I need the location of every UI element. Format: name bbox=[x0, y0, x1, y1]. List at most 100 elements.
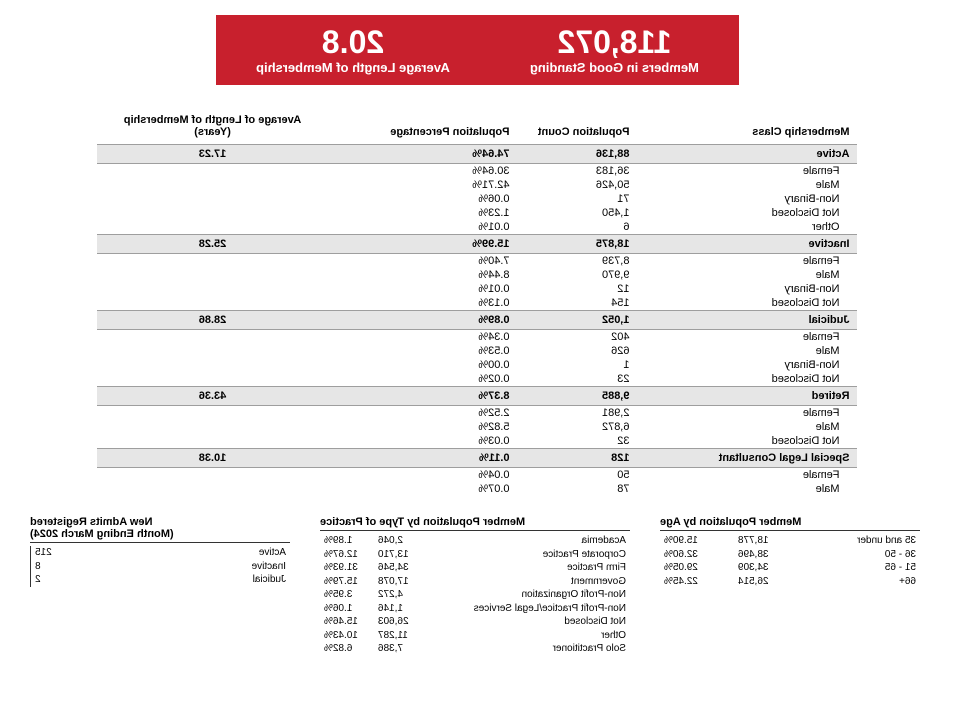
sub-avg bbox=[98, 420, 328, 434]
class-count: 1,052 bbox=[518, 311, 638, 330]
age-row: 35 and under18,77815.90% bbox=[660, 534, 920, 548]
sub-avg bbox=[98, 164, 328, 179]
age-count: 18,778 bbox=[734, 534, 802, 548]
hero-banner: 118,072 Members in Good Standing 20.8 Av… bbox=[15, 15, 940, 85]
sub-row: Not Disclosed230.02% bbox=[98, 372, 858, 387]
sub-row: Female8,7397.40% bbox=[98, 254, 858, 269]
sub-row: Female36,18330.64% bbox=[98, 164, 858, 179]
type-panel: Member Population by Type of Practice Ac… bbox=[320, 516, 630, 656]
sub-pct: 1.23% bbox=[328, 206, 518, 220]
admits-panel-title: New Admits Registered (Month Ending Marc… bbox=[30, 516, 290, 543]
sub-label: Male bbox=[638, 482, 858, 496]
sub-label: Female bbox=[638, 164, 858, 179]
type-count: 17,078 bbox=[374, 575, 424, 589]
type-row: Other11,28710.43% bbox=[320, 629, 630, 643]
age-label: 36 - 50 bbox=[802, 548, 920, 562]
sub-label: Female bbox=[638, 254, 858, 269]
sub-avg bbox=[98, 254, 328, 269]
sub-count: 36,183 bbox=[518, 164, 638, 179]
sub-row: Other60.01% bbox=[98, 220, 858, 235]
members-count: 118,072 bbox=[530, 25, 699, 60]
sub-row: Female2,9812.52% bbox=[98, 406, 858, 421]
type-label: Government bbox=[424, 575, 630, 589]
sub-pct: 0.03% bbox=[328, 434, 518, 449]
sub-avg bbox=[98, 206, 328, 220]
sub-pct: 0.00% bbox=[328, 358, 518, 372]
sub-pct: 0.01% bbox=[328, 282, 518, 296]
sub-label: Other bbox=[638, 220, 858, 235]
age-pct: 32.60% bbox=[660, 548, 734, 562]
sub-pct: 7.40% bbox=[328, 254, 518, 269]
sub-row: Male6260.53% bbox=[98, 344, 858, 358]
sub-pct: 0.04% bbox=[328, 468, 518, 483]
class-pct: 0.89% bbox=[328, 311, 518, 330]
sub-row: Non-Binary120.01% bbox=[98, 282, 858, 296]
sub-row: Male9,9708.44% bbox=[98, 268, 858, 282]
type-count: 4,272 bbox=[374, 588, 424, 602]
sub-count: 9,970 bbox=[518, 268, 638, 282]
type-panel-title: Member Population by Type of Practice bbox=[320, 516, 630, 531]
sub-label: Not Disclosed bbox=[638, 372, 858, 387]
admits-count: 8 bbox=[31, 560, 128, 574]
type-row: Non-Profit Practice/Legal Services1,1461… bbox=[320, 602, 630, 616]
sub-label: Not Disclosed bbox=[638, 434, 858, 449]
bottom-panels: Member Population by Age 35 and under18,… bbox=[15, 516, 940, 656]
type-label: Non-Profit Practice/Legal Services bbox=[424, 602, 630, 616]
class-row: Active88,13674.64%17.23 bbox=[98, 145, 858, 164]
sub-avg bbox=[98, 372, 328, 387]
sub-row: Non-Binary10.00% bbox=[98, 358, 858, 372]
type-label: Academia bbox=[424, 534, 630, 548]
sub-count: 12 bbox=[518, 282, 638, 296]
sub-count: 1,450 bbox=[518, 206, 638, 220]
type-count: 26,603 bbox=[374, 615, 424, 629]
type-label: Non-Profit Organization bbox=[424, 588, 630, 602]
age-panel-title: Member Population by Age bbox=[660, 516, 920, 531]
class-avg: 25.28 bbox=[98, 235, 328, 254]
admits-count: 215 bbox=[31, 546, 128, 560]
sub-pct: 0.07% bbox=[328, 482, 518, 496]
sub-count: 32 bbox=[518, 434, 638, 449]
sub-pct: 0.34% bbox=[328, 330, 518, 345]
sub-pct: 0.06% bbox=[328, 192, 518, 206]
sub-pct: 8.44% bbox=[328, 268, 518, 282]
age-label: 35 and under bbox=[802, 534, 920, 548]
age-row: 51 - 6534,30929.05% bbox=[660, 561, 920, 575]
membership-class-table: Membership Class Population Count Popula… bbox=[98, 110, 858, 496]
age-count: 38,496 bbox=[734, 548, 802, 562]
type-pct: 15.79% bbox=[320, 575, 374, 589]
class-avg: 43.36 bbox=[98, 387, 328, 406]
avg-length-value: 20.8 bbox=[256, 25, 450, 60]
type-row: Non-Profit Organization4,2723.95% bbox=[320, 588, 630, 602]
sub-avg bbox=[98, 178, 328, 192]
age-row: 66+26,51422.45% bbox=[660, 575, 920, 589]
type-label: Not Disclosed bbox=[424, 615, 630, 629]
sub-pct: 30.64% bbox=[328, 164, 518, 179]
class-name: Active bbox=[638, 145, 858, 164]
sub-pct: 2.52% bbox=[328, 406, 518, 421]
header-count: Population Count bbox=[518, 110, 638, 145]
type-count: 1,146 bbox=[374, 602, 424, 616]
class-count: 128 bbox=[518, 449, 638, 468]
sub-label: Not Disclosed bbox=[638, 206, 858, 220]
age-pct: 29.05% bbox=[660, 561, 734, 575]
class-avg: 28.86 bbox=[98, 311, 328, 330]
type-pct: 1.06% bbox=[320, 602, 374, 616]
sub-pct: 0.53% bbox=[328, 344, 518, 358]
sub-avg bbox=[98, 482, 328, 496]
sub-avg bbox=[98, 220, 328, 235]
class-name: Special Legal Consultant bbox=[638, 449, 858, 468]
sub-label: Non-Binary bbox=[638, 358, 858, 372]
sub-count: 2,981 bbox=[518, 406, 638, 421]
sub-avg bbox=[98, 192, 328, 206]
sub-count: 50 bbox=[518, 468, 638, 483]
sub-label: Male bbox=[638, 268, 858, 282]
type-label: Other bbox=[424, 629, 630, 643]
class-avg: 17.23 bbox=[98, 145, 328, 164]
sub-avg bbox=[98, 282, 328, 296]
table-header-row: Membership Class Population Count Popula… bbox=[98, 110, 858, 145]
sub-row: Male780.07% bbox=[98, 482, 858, 496]
sub-count: 23 bbox=[518, 372, 638, 387]
sub-pct: 0.13% bbox=[328, 296, 518, 311]
age-count: 34,309 bbox=[734, 561, 802, 575]
type-label: Solo Practitioner bbox=[424, 642, 630, 656]
